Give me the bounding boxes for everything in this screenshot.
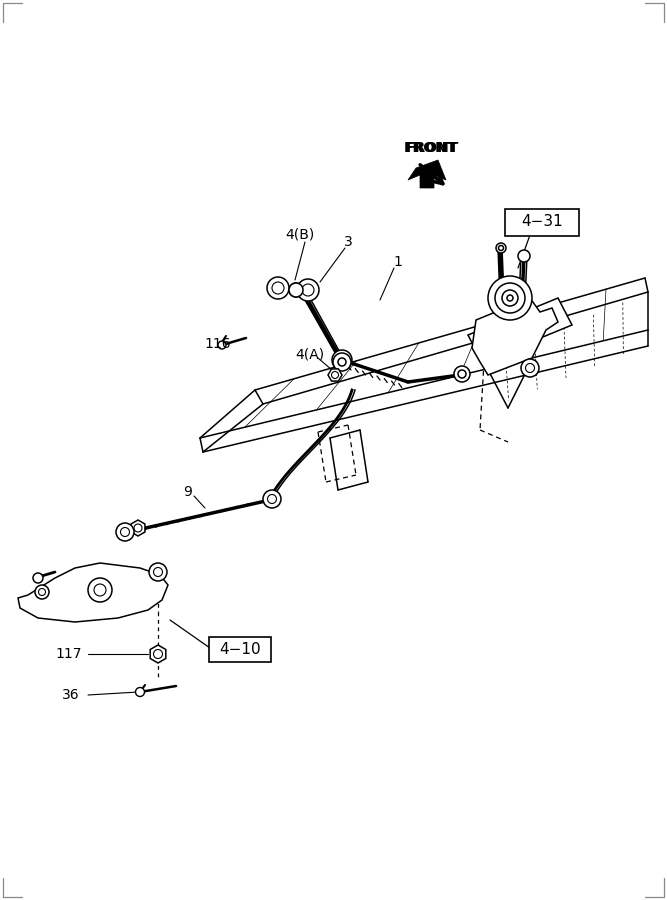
Polygon shape [468,298,572,362]
Circle shape [331,372,338,379]
Circle shape [488,276,532,320]
Text: FRONT: FRONT [406,141,459,155]
Circle shape [116,523,134,541]
Circle shape [267,277,289,299]
Circle shape [94,584,106,596]
Text: 4−10: 4−10 [219,643,261,658]
Circle shape [267,494,277,503]
Text: 36: 36 [63,688,80,702]
Text: 1: 1 [394,255,402,269]
Circle shape [502,290,518,306]
Circle shape [153,568,163,577]
Circle shape [458,370,466,378]
Circle shape [153,650,163,659]
Circle shape [521,359,539,377]
Text: 4−31: 4−31 [521,214,563,230]
Circle shape [495,283,525,313]
Circle shape [35,585,49,599]
Text: 116: 116 [205,337,231,351]
Text: 117: 117 [55,647,82,661]
Circle shape [149,563,167,581]
Circle shape [297,279,319,301]
Text: 9: 9 [183,485,193,499]
Circle shape [39,589,45,596]
Circle shape [263,490,281,508]
Circle shape [272,282,284,294]
Circle shape [333,353,351,371]
Text: 4(B): 4(B) [285,228,315,242]
Circle shape [518,250,530,262]
Circle shape [526,364,534,373]
Circle shape [496,243,506,253]
Polygon shape [18,563,168,622]
Circle shape [302,284,314,296]
FancyBboxPatch shape [209,637,271,662]
Circle shape [332,350,352,370]
Text: FRONT: FRONT [404,141,457,155]
Circle shape [289,283,303,297]
Circle shape [121,527,129,536]
Circle shape [337,355,347,365]
Circle shape [338,358,346,366]
FancyBboxPatch shape [505,209,579,236]
Text: 4(A): 4(A) [295,347,325,361]
Circle shape [218,341,226,349]
Circle shape [498,246,504,250]
Circle shape [454,366,470,382]
Circle shape [134,524,142,532]
Circle shape [88,578,112,602]
Circle shape [507,295,513,301]
Polygon shape [150,645,166,663]
Polygon shape [328,369,342,381]
Circle shape [33,573,43,583]
Polygon shape [472,298,558,375]
Circle shape [135,688,145,697]
Polygon shape [408,160,446,188]
Polygon shape [131,520,145,536]
Text: 3: 3 [344,235,352,249]
